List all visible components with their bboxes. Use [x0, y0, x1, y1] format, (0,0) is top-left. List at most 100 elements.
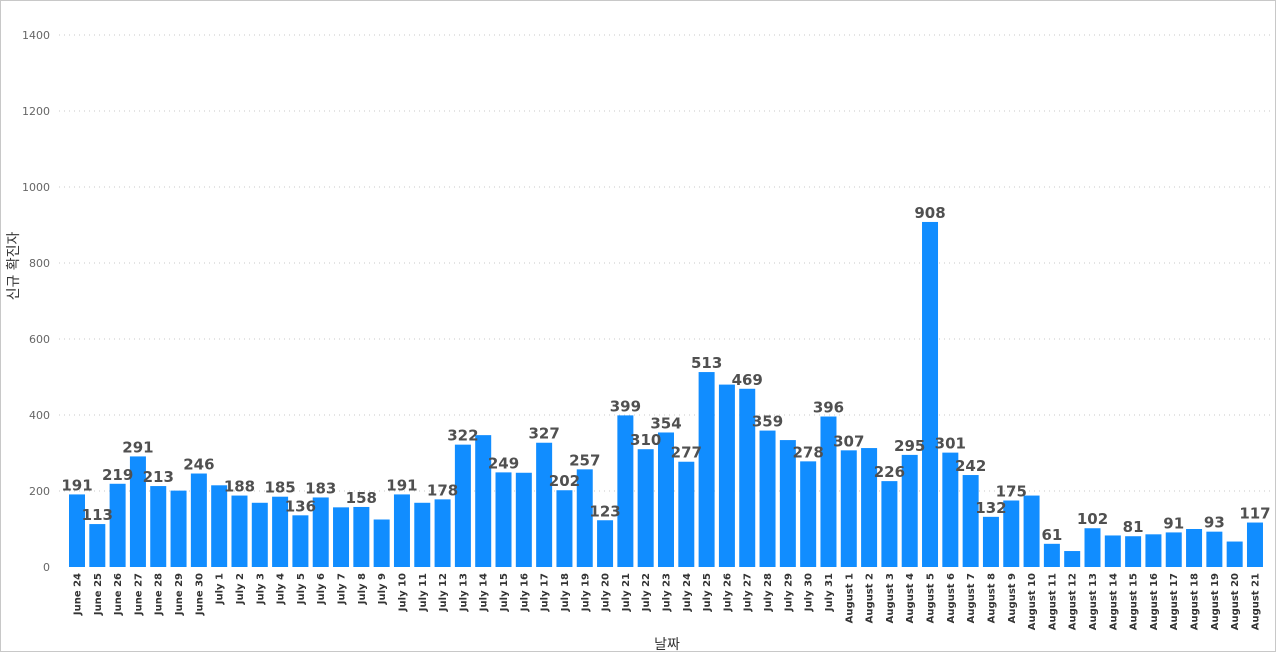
- bar[interactable]: [576, 469, 593, 567]
- bar[interactable]: [150, 486, 167, 567]
- x-tick-label: August 13: [1088, 573, 1099, 630]
- bar[interactable]: [597, 520, 614, 567]
- x-tick-label: August 18: [1190, 573, 1201, 630]
- bar[interactable]: [1125, 536, 1142, 567]
- x-tick-label: August 12: [1068, 573, 1079, 630]
- x-tick-label: August 5: [926, 573, 937, 623]
- bar[interactable]: [759, 430, 776, 567]
- x-tick-label: August 11: [1047, 573, 1058, 630]
- x-tick-label: July 22: [641, 573, 652, 612]
- bar[interactable]: [617, 415, 634, 567]
- bar[interactable]: [1246, 522, 1263, 567]
- bar[interactable]: [129, 456, 146, 567]
- bar[interactable]: [170, 490, 187, 567]
- x-tick-label: July 18: [560, 573, 571, 612]
- data-label: 175: [996, 483, 1027, 501]
- bar[interactable]: [718, 384, 735, 567]
- data-label: 249: [488, 454, 519, 472]
- bar[interactable]: [333, 507, 350, 567]
- x-tick-label: July 25: [702, 573, 713, 612]
- data-label: 257: [569, 451, 600, 469]
- bar[interactable]: [942, 452, 959, 567]
- bar[interactable]: [109, 483, 126, 567]
- bar[interactable]: [982, 516, 999, 567]
- bar[interactable]: [231, 495, 248, 567]
- bar[interactable]: [1104, 535, 1121, 567]
- bar[interactable]: [495, 472, 512, 567]
- x-tick-label: July 13: [458, 573, 469, 612]
- bar[interactable]: [292, 515, 309, 567]
- bar[interactable]: [922, 221, 939, 567]
- bar[interactable]: [962, 475, 979, 567]
- bar[interactable]: [1186, 529, 1203, 567]
- bar[interactable]: [414, 502, 431, 567]
- data-label: 185: [264, 479, 295, 497]
- y-tick-label: 1400: [22, 29, 50, 42]
- bar[interactable]: [820, 416, 837, 567]
- bar[interactable]: [1165, 532, 1182, 567]
- y-tick-label: 800: [29, 257, 50, 270]
- data-label: 359: [752, 413, 783, 431]
- data-label: 301: [935, 435, 966, 453]
- x-tick-label: July 4: [276, 573, 287, 605]
- bar[interactable]: [637, 449, 654, 567]
- bar[interactable]: [698, 372, 715, 567]
- bar[interactable]: [1145, 534, 1162, 567]
- bar[interactable]: [1226, 541, 1243, 567]
- bar[interactable]: [312, 497, 329, 567]
- x-tick-label: June 24: [73, 573, 84, 616]
- bar[interactable]: [1064, 551, 1081, 567]
- bar[interactable]: [272, 496, 289, 567]
- x-tick-label: August 8: [986, 573, 997, 623]
- x-tick-label: June 25: [93, 573, 104, 616]
- bar[interactable]: [861, 448, 878, 567]
- bar[interactable]: [1043, 543, 1060, 567]
- bar[interactable]: [211, 485, 228, 567]
- bar[interactable]: [434, 499, 451, 567]
- data-label: 136: [285, 497, 316, 515]
- bar[interactable]: [779, 440, 796, 567]
- x-tick-label: July 26: [722, 573, 733, 612]
- bar[interactable]: [251, 502, 268, 567]
- data-label: 191: [61, 476, 92, 494]
- data-label: 158: [346, 489, 377, 507]
- bar[interactable]: [536, 442, 553, 567]
- bar[interactable]: [454, 444, 471, 567]
- bar[interactable]: [89, 524, 106, 567]
- x-tick-label: August 14: [1108, 573, 1119, 630]
- bar[interactable]: [1023, 495, 1040, 567]
- x-tick-label: July 23: [661, 573, 672, 612]
- bar[interactable]: [475, 435, 492, 567]
- x-axis-title: 날짜: [654, 637, 680, 653]
- data-label: 242: [955, 457, 986, 475]
- x-tick-label: June 30: [194, 573, 205, 616]
- bar[interactable]: [556, 490, 573, 567]
- x-tick-label: August 2: [865, 573, 876, 623]
- data-label: 102: [1077, 510, 1108, 528]
- bar[interactable]: [840, 450, 857, 567]
- y-tick-label: 1200: [22, 105, 50, 118]
- x-tick-label: July 17: [540, 573, 551, 612]
- bar[interactable]: [739, 388, 756, 567]
- x-tick-label: July 29: [783, 573, 794, 612]
- gridlines: [59, 34, 1271, 492]
- x-axis: June 24 June 25 June 26 June 27 June 28 June …: [73, 573, 1262, 630]
- bar[interactable]: [881, 481, 898, 567]
- bar[interactable]: [69, 494, 85, 567]
- bar[interactable]: [373, 519, 390, 568]
- bar[interactable]: [353, 506, 370, 567]
- data-label: 396: [813, 399, 844, 417]
- bar[interactable]: [1003, 500, 1020, 568]
- bar[interactable]: [1084, 528, 1101, 567]
- bar[interactable]: [901, 454, 918, 567]
- data-label: 291: [122, 438, 153, 456]
- bar[interactable]: [393, 494, 410, 567]
- bar[interactable]: [800, 461, 817, 567]
- bar[interactable]: [1206, 531, 1223, 567]
- bar[interactable]: [657, 432, 674, 567]
- bar[interactable]: [515, 472, 532, 567]
- bar[interactable]: [678, 461, 695, 567]
- data-label: 310: [630, 431, 661, 449]
- data-label: 322: [447, 427, 478, 445]
- bar[interactable]: [190, 473, 207, 567]
